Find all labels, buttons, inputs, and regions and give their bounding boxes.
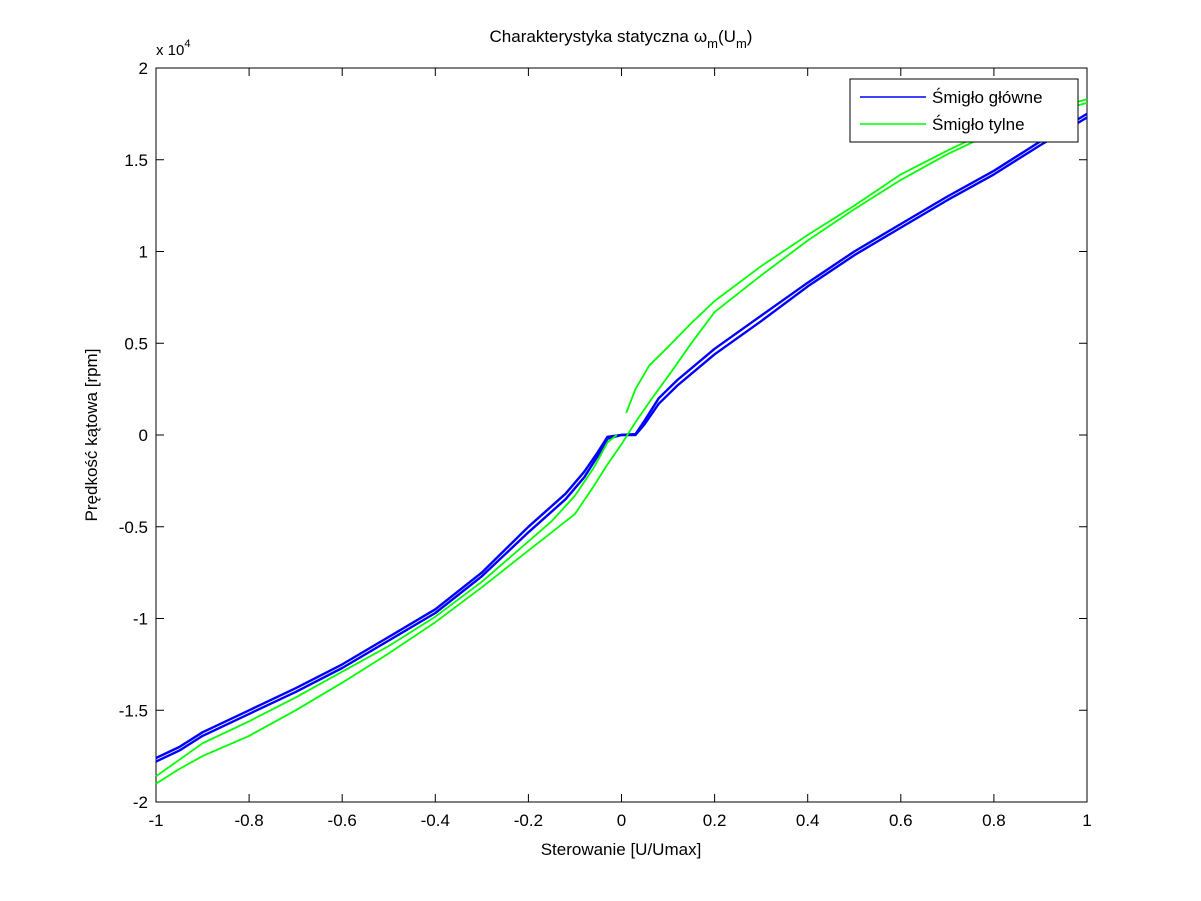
x-tick-label-10: 1 (1082, 811, 1091, 830)
x-tick-label-1: -0.8 (234, 811, 263, 830)
title-open-paren: ( (718, 27, 724, 46)
tick-layer: -1 -0.8 -0.6 -0.4 -0.2 0 0.2 0.4 0.6 0.8 1 -2 -1.5 -1… (119, 59, 1092, 830)
title-close-paren: ) (747, 27, 753, 46)
x-tick-label-5: 0 (617, 811, 626, 830)
y-tick-label-8: 2 (139, 59, 148, 78)
y-tick-label-6: 1 (139, 243, 148, 262)
legend-box (849, 78, 1079, 143)
title-arg: U (724, 27, 736, 46)
y-tick-label-7: 1.5 (124, 151, 148, 170)
legend-label-main: Śmigło główne (932, 88, 1043, 107)
x-tick-label-6: 0.2 (703, 811, 727, 830)
x-tick-label-0: -1 (148, 811, 163, 830)
chart-title-text: Charakterystyka statyczna (490, 27, 690, 46)
y-multiplier: x 104 (156, 38, 190, 59)
legend: Śmigło główne Śmigło tylne (849, 78, 1079, 143)
x-tick-label-7: 0.4 (796, 811, 820, 830)
title-symbol-sub: m (707, 36, 718, 51)
title-symbol: ω (694, 27, 707, 46)
y-multiplier-exponent: 4 (184, 38, 190, 50)
y-axis-label: Prędkość kątowa [rpm] (82, 349, 101, 522)
x-tick-label-2: -0.6 (328, 811, 357, 830)
y-tick-label-1: -1.5 (119, 701, 148, 720)
x-tick-label-8: 0.6 (889, 811, 913, 830)
legend-label-tail: Śmigło tylne (932, 115, 1025, 134)
x-tick-label-9: 0.8 (982, 811, 1006, 830)
y-tick-label-4: 0 (139, 426, 148, 445)
x-axis-label: Sterowanie [U/Umax] (541, 840, 702, 859)
y-multiplier-base: x 10 (156, 42, 184, 59)
y-tick-label-0: -2 (133, 793, 148, 812)
y-tick-label-2: -1 (133, 610, 148, 629)
title-arg-sub: m (736, 36, 747, 51)
y-tick-label-3: -0.5 (119, 518, 148, 537)
series-layer (155, 98, 1088, 785)
x-tick-label-3: -0.4 (421, 811, 450, 830)
y-tick-label-5: 0.5 (124, 334, 148, 353)
series-1-branch-1 (155, 102, 1088, 785)
series-1-branch-0 (155, 434, 618, 778)
x-tick-label-4: -0.2 (514, 811, 543, 830)
chart-title: Charakterystyka statyczna ωm(Um) (490, 27, 753, 51)
